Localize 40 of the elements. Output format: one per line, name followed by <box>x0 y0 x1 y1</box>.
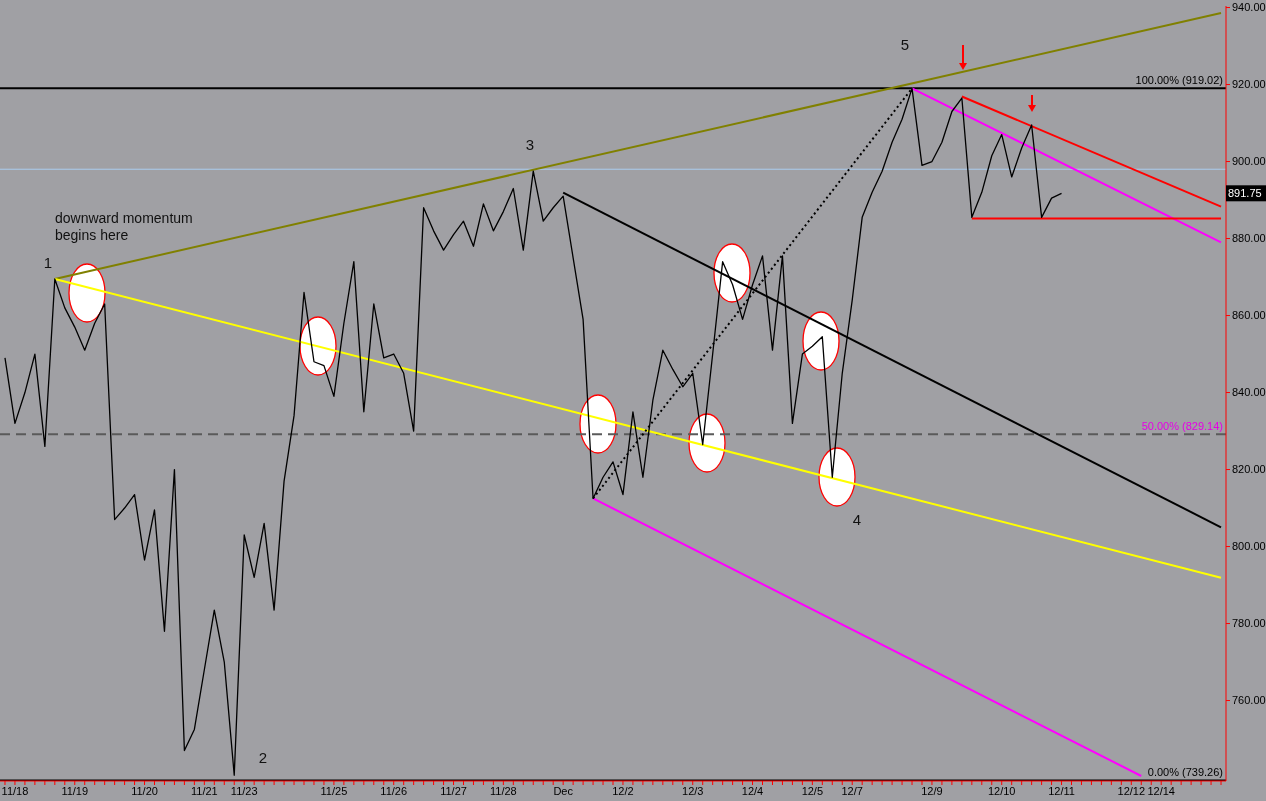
y-tick-label: 940.00 <box>1232 1 1266 14</box>
y-tick-label: 920.00 <box>1232 78 1266 91</box>
x-tick-label: 11/19 <box>61 784 89 797</box>
x-tick-label: 11/18 <box>1 784 29 797</box>
x-tick-label: 11/23 <box>230 784 258 797</box>
ref-line-label: 50.00% (829.14) <box>1141 420 1223 433</box>
x-tick-label: 12/12 <box>1117 784 1146 797</box>
x-tick-label: 11/21 <box>190 784 218 797</box>
x-tick-label: 12/9 <box>921 784 943 797</box>
annotation: 5 <box>900 36 910 53</box>
annotation: 2 <box>258 749 268 766</box>
x-tick-label: 12/10 <box>987 784 1016 797</box>
x-tick-label: 12/7 <box>841 784 863 797</box>
x-tick-label: 12/5 <box>801 784 824 797</box>
annotation: 3 <box>525 136 535 153</box>
annotation: downward momentum begins here <box>55 210 194 244</box>
x-tick-label: 12/11 <box>1048 784 1075 797</box>
x-tick-label: 12/3 <box>682 784 704 797</box>
x-tick-label: 12/4 <box>741 784 764 797</box>
x-tick-label: 11/27 <box>440 784 467 797</box>
y-tick-label: 840.00 <box>1232 386 1266 399</box>
x-tick-label: 11/28 <box>490 784 517 797</box>
ref-line-label: 100.00% (919.02) <box>1135 74 1223 87</box>
annotation: 4 <box>852 511 862 528</box>
ref-line-label: 0.00% (739.26) <box>1147 766 1223 779</box>
y-tick-label: 900.00 <box>1232 155 1266 168</box>
x-tick-label: 11/25 <box>320 784 348 797</box>
y-tick-label: 860.00 <box>1232 309 1266 322</box>
y-tick-label: 760.00 <box>1232 694 1266 707</box>
x-tick-label: 12/2 <box>612 784 634 797</box>
x-tick-label: 12/14 <box>1147 784 1175 797</box>
x-tick-label: 11/20 <box>131 784 158 797</box>
y-tick-label: 800.00 <box>1232 540 1266 553</box>
annotation: 1 <box>43 254 53 271</box>
x-tick-label: Dec <box>553 784 574 797</box>
y-tick-label: 880.00 <box>1232 232 1266 245</box>
x-tick-label: 11/26 <box>380 784 408 797</box>
y-tick-label: 780.00 <box>1232 617 1266 630</box>
annotation: 891.75 <box>1228 187 1262 200</box>
y-tick-label: 820.00 <box>1232 463 1266 476</box>
